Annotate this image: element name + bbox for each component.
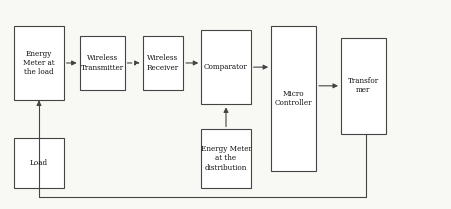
Bar	[143, 36, 183, 90]
Bar	[201, 129, 250, 187]
Text: Comparator: Comparator	[204, 63, 247, 71]
Text: Load: Load	[30, 159, 48, 167]
Bar	[340, 38, 385, 134]
Bar	[14, 26, 64, 100]
Text: Transfor
mer: Transfor mer	[347, 77, 378, 94]
Text: Wireless
Transmitter: Wireless Transmitter	[80, 54, 124, 71]
Text: Wireless
Receiver: Wireless Receiver	[147, 54, 179, 71]
Text: Energy Meter
at the
distribution: Energy Meter at the distribution	[200, 145, 251, 172]
Bar	[201, 30, 250, 104]
Text: Micro
Controller: Micro Controller	[274, 90, 312, 107]
Bar	[271, 26, 315, 171]
Bar	[79, 36, 124, 90]
Bar	[14, 138, 64, 187]
Text: Energy
Meter at
the load: Energy Meter at the load	[23, 50, 55, 76]
